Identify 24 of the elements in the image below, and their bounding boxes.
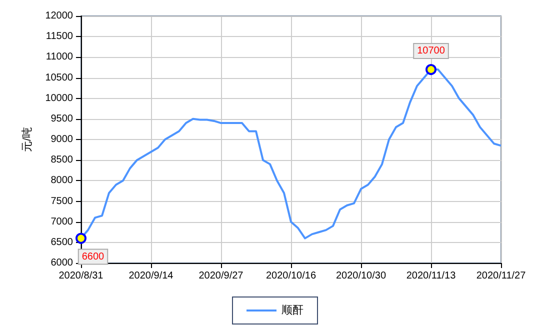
x-tick-label: 2020/11/13 <box>406 270 456 282</box>
y-axis-title: 元/吨 <box>20 126 34 152</box>
x-tick-label: 2020/8/31 <box>58 270 104 282</box>
y-tick-label: 8000 <box>50 175 74 186</box>
x-tick-label: 2020/9/27 <box>198 270 244 282</box>
x-tick-label: 2020/11/27 <box>476 270 526 282</box>
legend-label: 顺酐 <box>282 304 304 316</box>
y-tick-label: 7500 <box>50 196 74 207</box>
y-tick-label: 12000 <box>45 10 74 22</box>
y-tick-label: 8500 <box>50 154 74 166</box>
x-tick-label: 2020/10/16 <box>266 270 316 282</box>
x-tick-label: 2020/10/30 <box>336 270 386 282</box>
y-tick-label: 6000 <box>50 258 74 268</box>
data-label: 10700 <box>417 46 446 57</box>
y-tick-label: 7000 <box>50 216 74 228</box>
y-tick-label: 11500 <box>46 31 74 42</box>
y-tick-label: 10000 <box>45 92 74 104</box>
y-tick-label: 9000 <box>50 134 74 145</box>
y-tick-label: 6500 <box>50 236 74 248</box>
y-tick-label: 9500 <box>50 113 74 124</box>
y-tick-label: 11000 <box>46 52 74 63</box>
y-tick-label: 10500 <box>45 72 74 84</box>
data-label: 6600 <box>82 251 105 262</box>
x-tick-label: 2020/9/14 <box>128 270 174 282</box>
